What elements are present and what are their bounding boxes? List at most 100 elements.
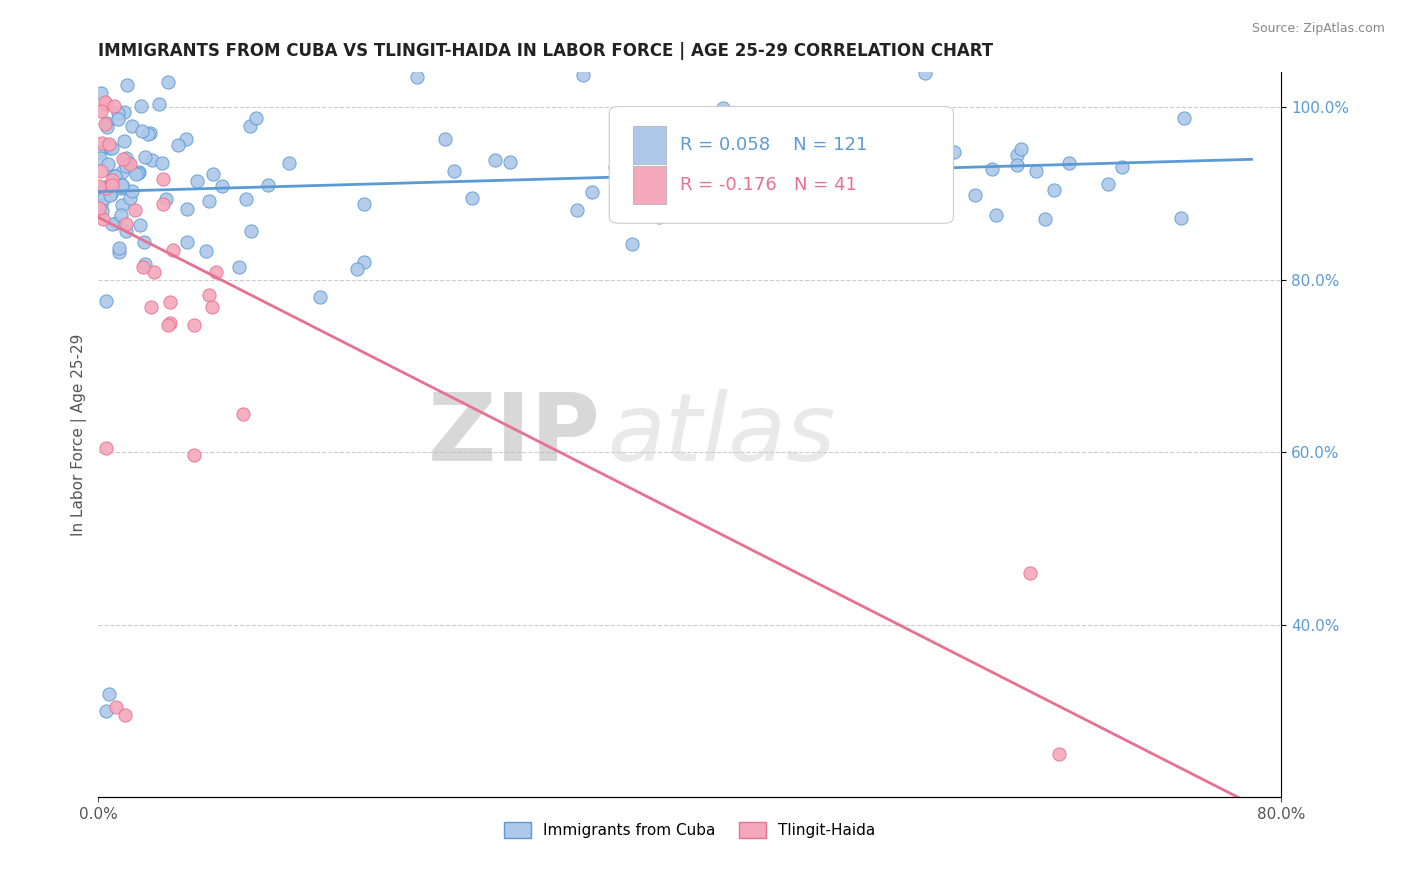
Point — [101, 141, 124, 155]
Point — [621, 157, 644, 171]
Point — [484, 153, 506, 168]
Text: Source: ZipAtlas.com: Source: ZipAtlas.com — [1251, 22, 1385, 36]
Point — [96, 97, 118, 112]
Point — [1010, 142, 1032, 156]
Point — [353, 255, 375, 269]
Point — [198, 194, 221, 209]
Point — [619, 138, 641, 153]
Point — [159, 294, 181, 309]
Point — [90, 164, 112, 178]
Point — [91, 136, 114, 150]
Text: ZIP: ZIP — [429, 389, 600, 481]
Point — [93, 8, 115, 22]
Point — [689, 151, 711, 165]
Point — [112, 180, 135, 194]
Point — [1057, 156, 1080, 170]
Point — [101, 42, 124, 56]
Point — [156, 318, 179, 332]
Point — [461, 191, 484, 205]
Point — [93, 117, 115, 131]
Text: IMMIGRANTS FROM CUBA VS TLINGIT-HAIDA IN LABOR FORCE | AGE 25-29 CORRELATION CHA: IMMIGRANTS FROM CUBA VS TLINGIT-HAIDA IN… — [98, 42, 994, 60]
Point — [1018, 566, 1040, 580]
Point — [240, 224, 263, 238]
Point — [111, 165, 134, 179]
Point — [603, 160, 626, 174]
Point — [90, 103, 112, 118]
Point — [114, 708, 136, 723]
Point — [152, 197, 174, 211]
Point — [103, 169, 125, 183]
Legend: Immigrants from Cuba, Tlingit-Haida: Immigrants from Cuba, Tlingit-Haida — [498, 816, 882, 844]
Point — [121, 120, 143, 134]
Point — [132, 235, 155, 250]
Point — [238, 119, 260, 133]
Point — [157, 75, 180, 89]
Point — [232, 407, 254, 421]
Point — [115, 217, 138, 231]
Point — [101, 217, 124, 231]
Point — [176, 202, 198, 216]
Point — [159, 316, 181, 330]
Point — [96, 181, 118, 195]
Point — [711, 101, 734, 115]
FancyBboxPatch shape — [609, 106, 953, 223]
Point — [94, 293, 117, 308]
Point — [198, 288, 221, 302]
Point — [346, 262, 368, 277]
Point — [134, 257, 156, 271]
Point — [104, 174, 127, 188]
Point — [90, 87, 112, 101]
Point — [127, 166, 149, 180]
Point — [228, 260, 250, 274]
Point — [621, 237, 644, 252]
Point — [1005, 158, 1028, 172]
Point — [499, 155, 522, 169]
Point — [115, 78, 138, 93]
Point — [111, 198, 134, 212]
Point — [105, 699, 128, 714]
Point — [108, 241, 131, 255]
Point — [89, 178, 111, 193]
Text: R = 0.058    N = 121: R = 0.058 N = 121 — [681, 136, 868, 154]
Point — [984, 208, 1007, 222]
Point — [124, 203, 146, 218]
Point — [98, 187, 121, 202]
Point — [1035, 211, 1057, 226]
Point — [245, 111, 267, 125]
Point — [104, 170, 127, 185]
Point — [124, 167, 146, 181]
Point — [94, 704, 117, 718]
Point — [111, 178, 134, 192]
Point — [201, 300, 224, 314]
Point — [97, 157, 120, 171]
Point — [114, 224, 136, 238]
Point — [107, 112, 129, 126]
Point — [205, 265, 228, 279]
Point — [107, 105, 129, 120]
Point — [150, 155, 173, 169]
Point — [134, 150, 156, 164]
Point — [278, 156, 301, 170]
Point — [433, 132, 456, 146]
Point — [202, 167, 225, 181]
Point — [141, 300, 163, 314]
Point — [1097, 177, 1119, 191]
Text: atlas: atlas — [607, 390, 835, 481]
Point — [148, 97, 170, 112]
Point — [211, 179, 233, 194]
Point — [167, 138, 190, 153]
Point — [112, 134, 135, 148]
Point — [174, 132, 197, 146]
Point — [779, 166, 801, 180]
Point — [129, 99, 152, 113]
Y-axis label: In Labor Force | Age 25-29: In Labor Force | Age 25-29 — [72, 334, 87, 536]
Point — [353, 197, 375, 211]
Point — [1111, 160, 1133, 174]
Point — [93, 191, 115, 205]
Point — [132, 260, 155, 274]
Point — [96, 138, 118, 153]
Point — [186, 173, 208, 187]
Point — [1173, 111, 1195, 125]
Point — [105, 215, 128, 229]
Point — [117, 155, 139, 169]
